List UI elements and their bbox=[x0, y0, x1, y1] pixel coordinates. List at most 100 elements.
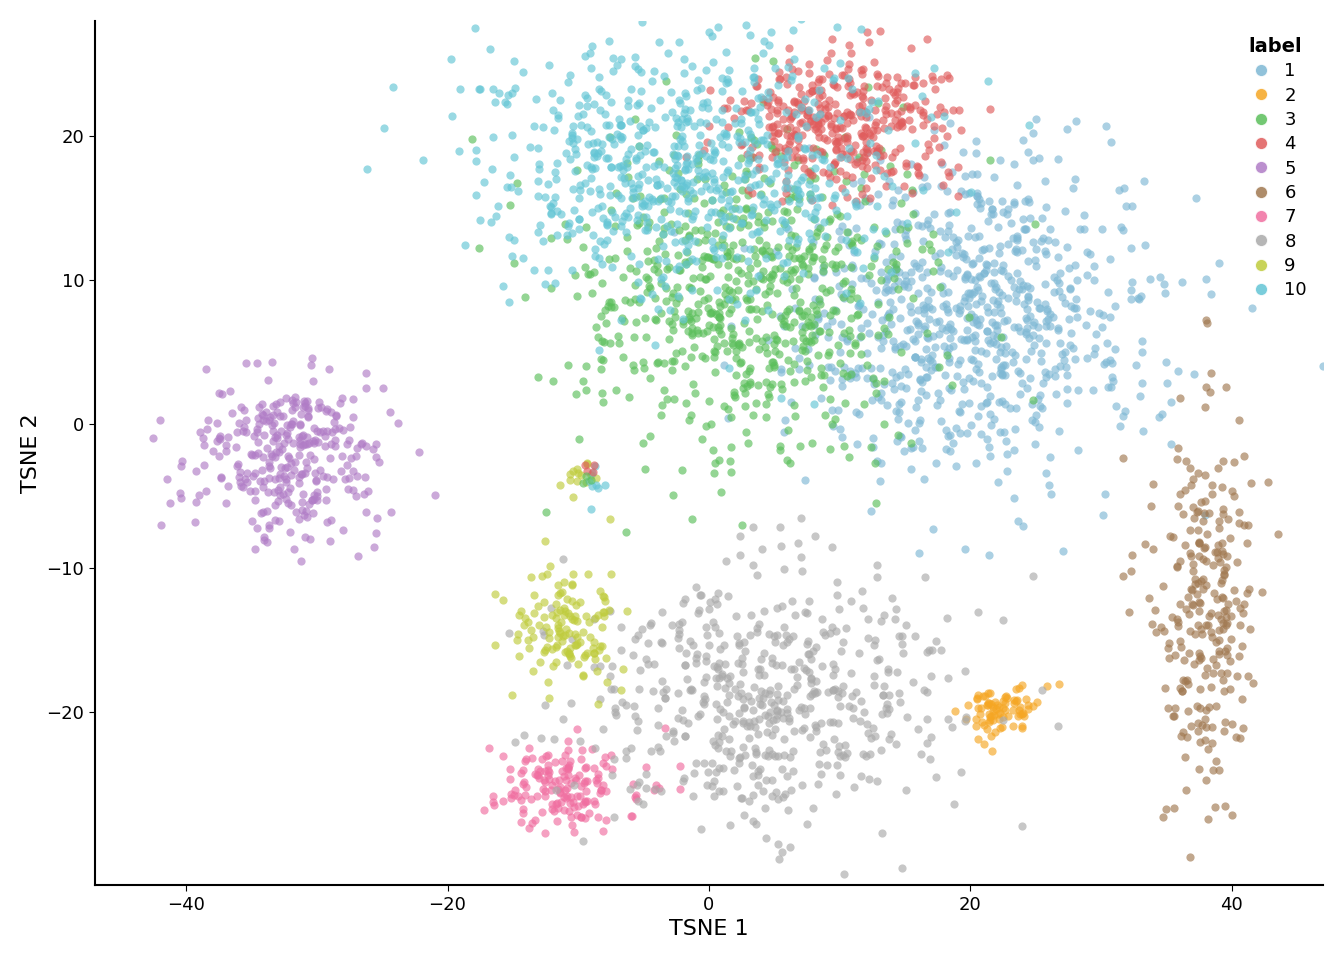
10 bbox=[532, 233, 554, 249]
6 bbox=[1196, 316, 1218, 331]
8 bbox=[859, 746, 880, 761]
9 bbox=[547, 577, 569, 592]
4 bbox=[788, 63, 809, 79]
8 bbox=[573, 833, 594, 849]
10 bbox=[785, 107, 806, 122]
4 bbox=[814, 102, 836, 117]
3 bbox=[754, 340, 775, 355]
5 bbox=[320, 534, 341, 549]
1 bbox=[875, 274, 896, 289]
9 bbox=[558, 646, 579, 661]
10 bbox=[746, 282, 767, 298]
8 bbox=[616, 697, 637, 712]
10 bbox=[738, 153, 759, 168]
1 bbox=[961, 256, 982, 272]
5 bbox=[297, 460, 319, 475]
9 bbox=[544, 639, 566, 655]
3 bbox=[646, 355, 668, 371]
1 bbox=[973, 241, 995, 256]
9 bbox=[612, 661, 633, 677]
2 bbox=[956, 711, 977, 727]
4 bbox=[863, 130, 884, 145]
8 bbox=[723, 762, 745, 778]
1 bbox=[982, 206, 1004, 222]
1 bbox=[863, 376, 884, 392]
1 bbox=[915, 300, 937, 315]
10 bbox=[823, 191, 844, 206]
8 bbox=[727, 656, 749, 671]
10 bbox=[681, 282, 703, 298]
1 bbox=[1083, 258, 1105, 274]
8 bbox=[767, 792, 789, 807]
8 bbox=[672, 774, 694, 789]
4 bbox=[802, 109, 824, 125]
1 bbox=[1064, 171, 1086, 186]
8 bbox=[765, 711, 786, 727]
7 bbox=[625, 792, 646, 807]
2 bbox=[980, 728, 1001, 743]
5 bbox=[321, 424, 343, 440]
7 bbox=[574, 760, 595, 776]
1 bbox=[985, 279, 1007, 295]
10 bbox=[646, 193, 668, 208]
5 bbox=[239, 483, 261, 498]
1 bbox=[970, 344, 992, 359]
3 bbox=[739, 374, 761, 390]
10 bbox=[657, 194, 679, 209]
8 bbox=[560, 696, 582, 711]
6 bbox=[1195, 493, 1216, 509]
10 bbox=[763, 203, 785, 218]
1 bbox=[874, 284, 895, 300]
10 bbox=[695, 148, 716, 163]
10 bbox=[761, 200, 782, 215]
8 bbox=[851, 693, 872, 708]
8 bbox=[685, 755, 707, 770]
4 bbox=[866, 78, 887, 93]
8 bbox=[637, 635, 659, 650]
1 bbox=[1021, 396, 1043, 412]
3 bbox=[958, 309, 980, 324]
8 bbox=[870, 613, 891, 629]
8 bbox=[695, 619, 716, 635]
4 bbox=[931, 178, 953, 193]
3 bbox=[731, 339, 753, 354]
8 bbox=[771, 789, 793, 804]
8 bbox=[706, 679, 727, 694]
1 bbox=[888, 248, 910, 263]
10 bbox=[590, 186, 612, 202]
3 bbox=[689, 269, 711, 284]
10 bbox=[577, 120, 598, 135]
5 bbox=[356, 381, 378, 396]
3 bbox=[745, 330, 766, 346]
1 bbox=[1067, 382, 1089, 397]
8 bbox=[704, 619, 726, 635]
3 bbox=[788, 152, 809, 167]
3 bbox=[784, 188, 805, 204]
1 bbox=[958, 290, 980, 305]
4 bbox=[890, 113, 911, 129]
4 bbox=[851, 88, 872, 104]
3 bbox=[835, 130, 856, 145]
7 bbox=[625, 789, 646, 804]
6 bbox=[1183, 657, 1204, 672]
3 bbox=[739, 150, 761, 165]
3 bbox=[751, 333, 773, 348]
1 bbox=[1023, 327, 1044, 343]
1 bbox=[1038, 232, 1059, 248]
1 bbox=[792, 318, 813, 333]
3 bbox=[687, 156, 708, 172]
10 bbox=[726, 297, 747, 312]
10 bbox=[750, 90, 771, 106]
3 bbox=[738, 187, 759, 203]
1 bbox=[847, 151, 868, 166]
8 bbox=[708, 734, 730, 750]
3 bbox=[738, 324, 759, 339]
7 bbox=[575, 794, 597, 809]
1 bbox=[992, 204, 1013, 220]
4 bbox=[808, 97, 829, 112]
6 bbox=[1169, 553, 1191, 568]
1 bbox=[958, 371, 980, 386]
2 bbox=[992, 709, 1013, 725]
5 bbox=[257, 535, 278, 550]
5 bbox=[233, 423, 254, 439]
